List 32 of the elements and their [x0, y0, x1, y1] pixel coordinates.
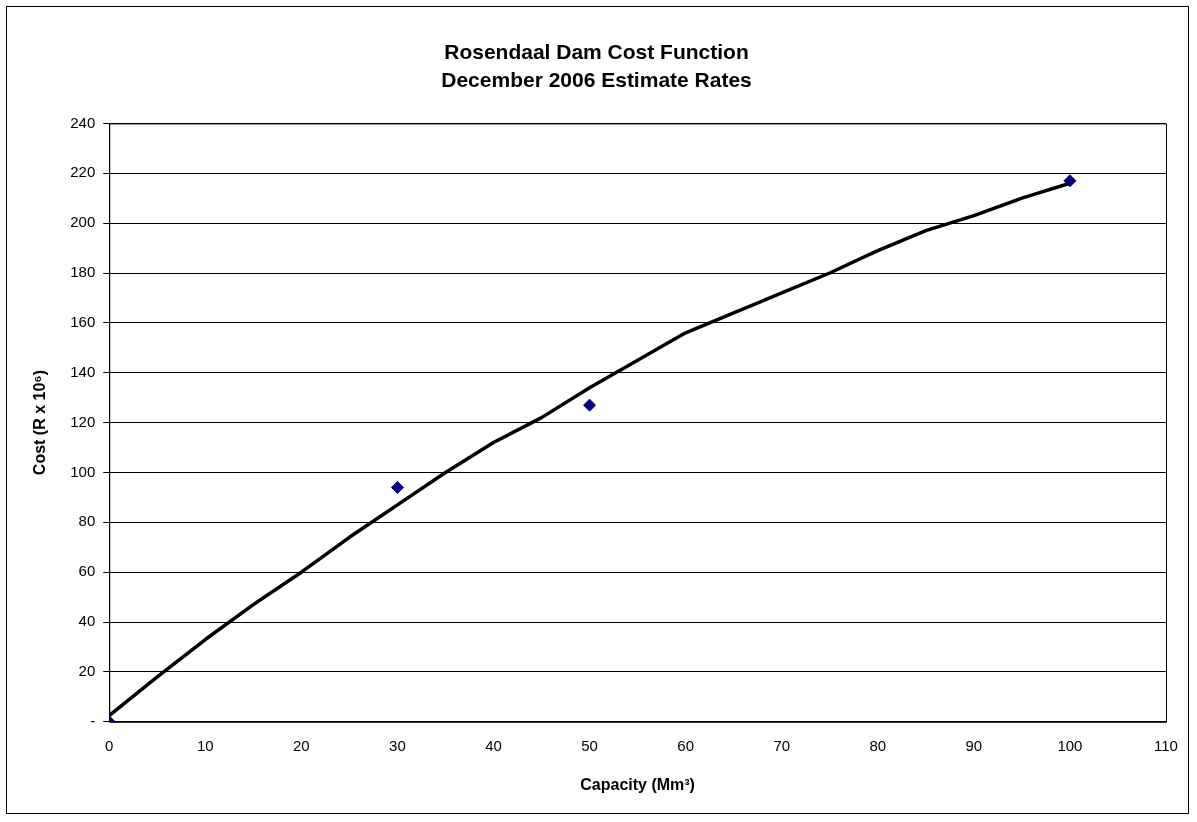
point — [1063, 174, 1077, 188]
x-tick-label: 80 — [869, 736, 887, 754]
y-axis-title: Cost (R x 10⁶) — [31, 370, 49, 476]
x-tick-label: 110 — [1154, 736, 1178, 754]
x-tick-label: 20 — [293, 736, 310, 754]
y-tick-label: 140 — [70, 362, 96, 380]
y-tick-label: 100 — [70, 462, 96, 480]
x-tick-label: 10 — [196, 736, 214, 754]
x-tick-label: 50 — [581, 736, 598, 754]
y-tick-label: 200 — [70, 213, 96, 231]
point — [583, 398, 597, 412]
x-axis-title: Capacity (Mm³) — [580, 775, 695, 793]
y-tick-label: 80 — [78, 512, 96, 530]
x-tick-label: 30 — [389, 736, 406, 754]
y-tick-label: 180 — [70, 263, 96, 281]
y-tick-label: - — [90, 711, 96, 729]
chart-subtitle: December 2006 Estimate Rates — [441, 67, 752, 91]
y-tick-label: 220 — [70, 163, 96, 181]
x-tick-label: 0 — [105, 736, 114, 754]
y-tick-label: 160 — [70, 313, 96, 331]
x-tick-label: 70 — [773, 736, 791, 754]
y-tick-label: 120 — [70, 412, 96, 430]
chart-title: Rosendaal Dam Cost Function — [444, 40, 749, 64]
x-tick-label: 40 — [485, 736, 502, 754]
y-tick-label: 240 — [70, 113, 96, 131]
y-tick-label: 60 — [78, 562, 96, 580]
y-tick-label: 20 — [78, 662, 96, 680]
x-tick-label: 90 — [965, 736, 983, 754]
x-tick-label: 100 — [1057, 736, 1083, 754]
point — [390, 480, 404, 494]
x-tick-label: 60 — [677, 736, 694, 754]
y-tick-label: 40 — [78, 612, 96, 630]
